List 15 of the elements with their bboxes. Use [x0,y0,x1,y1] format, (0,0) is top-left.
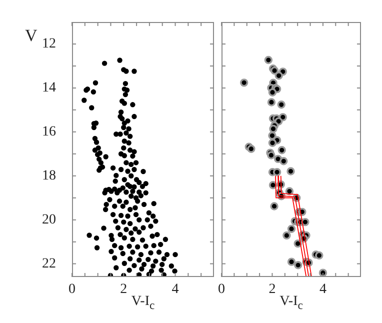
x-tick-label: 0 [68,282,76,298]
y-tick-label: 18 [42,168,56,184]
y-tick-label: 22 [42,256,56,272]
y-tick-label: 16 [42,124,56,140]
y-tick-label: 20 [42,212,56,228]
x-tick-label: 2 [120,282,128,298]
x-axis-title: V-I$_{c}$ [280,294,303,312]
x-tick-label: 2 [268,282,276,298]
y-tick-label: 14 [42,80,56,96]
x-tick-label: 4 [172,282,179,298]
x-tick-label: 0 [218,282,225,298]
x-axis-title: V-I$_{c}$ [131,294,155,312]
x-tick-label: 4 [319,282,326,298]
y-tick-label: 12 [42,36,56,52]
y-axis-title: V [25,26,38,46]
